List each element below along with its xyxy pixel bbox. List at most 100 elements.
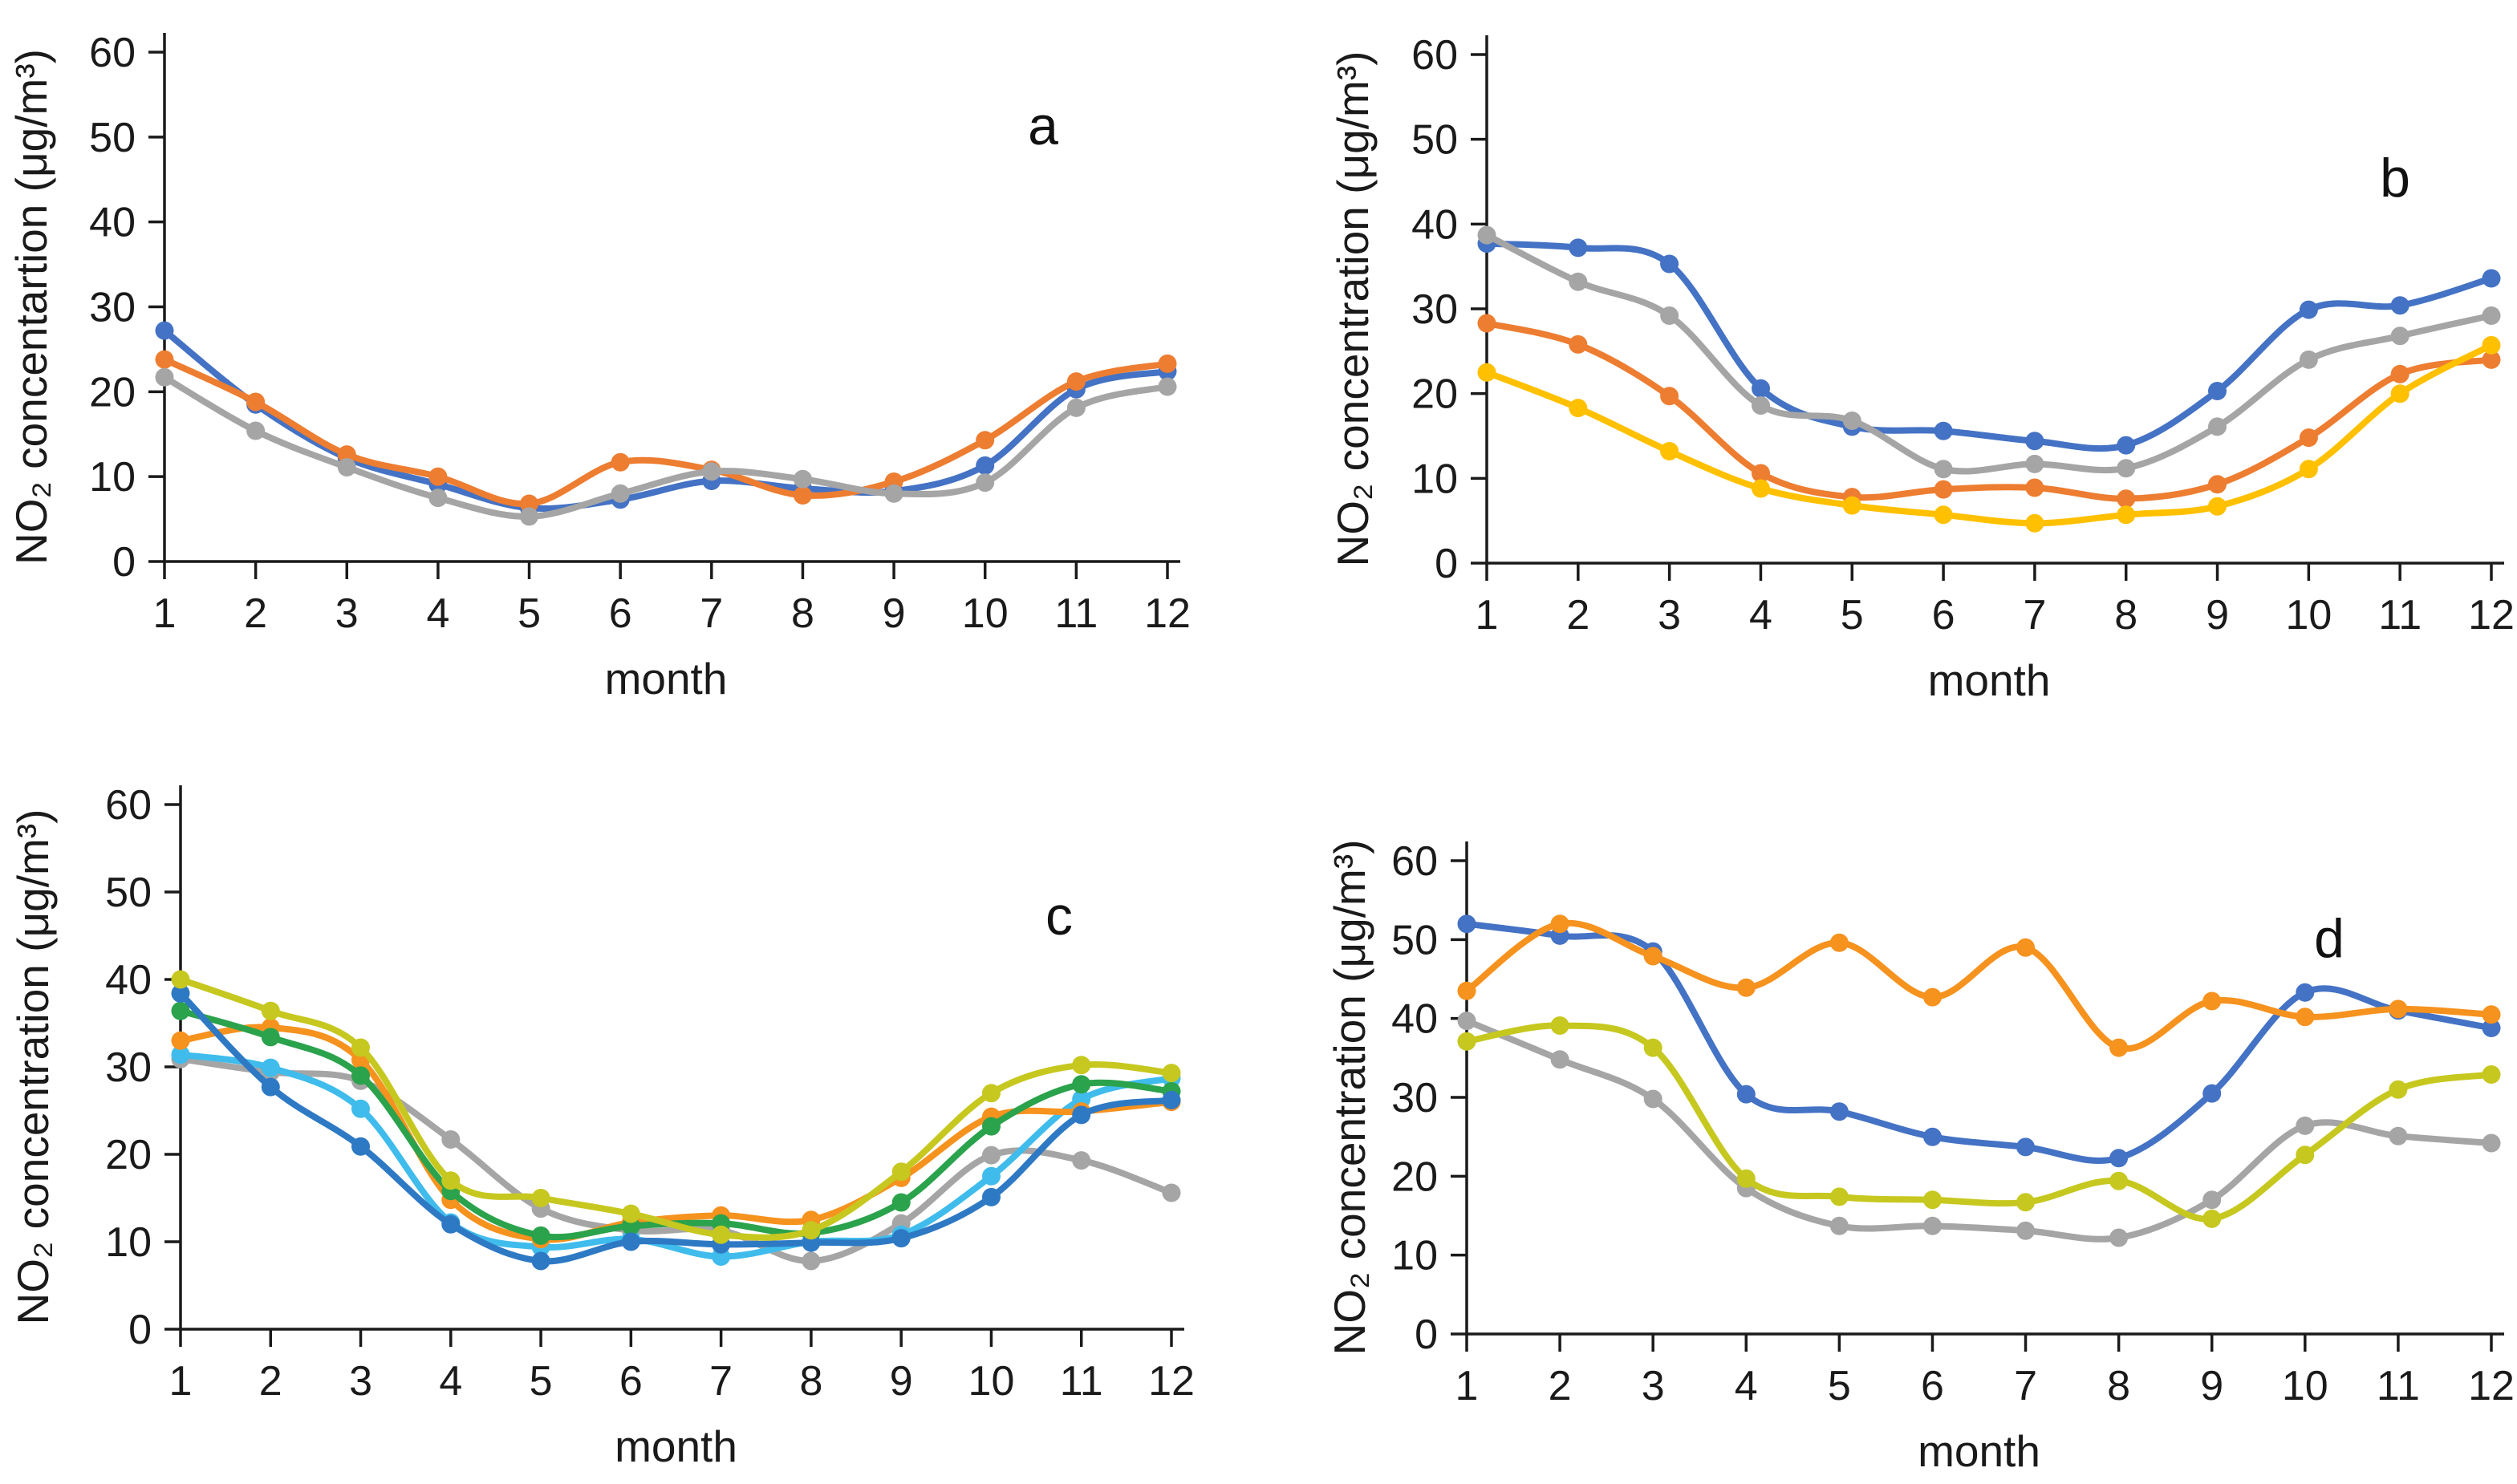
panel-d-y-tick-label: 10 [1391,1233,1438,1279]
panel-b-x-tick-label: 6 [1932,592,1955,639]
panel-d-series-orange-marker [1643,947,1662,966]
panel-b-series-gray-marker [2299,350,2318,369]
panel-a-letter: a [1028,95,1058,156]
panel-c-series-olive-marker [891,1162,911,1182]
panel-b-series-orange-marker [1752,464,1770,483]
panel-a-series-gray-marker [428,489,448,508]
panel-c-series-gray-marker [1072,1151,1091,1170]
panel-c-y-axis-label: NO₂ concentration (μg/m³) [8,809,58,1325]
panel-d-series-blue-marker [2109,1149,2129,1168]
panel-d-x-tick-label: 12 [2468,1363,2515,1409]
panel-a-series-orange-marker [246,392,266,412]
panel-d-series-olive-marker [2296,1145,2315,1165]
panel-c-series-green-marker [351,1066,370,1085]
panel-d-series-orange-marker [2016,938,2035,957]
panel-a-series-blue-line [161,327,1171,513]
panel-c-series-dark-blue-marker [982,1187,1001,1206]
panel-d-series-gray-marker [1643,1089,1662,1109]
panel-a-y-tick-label: 60 [89,30,136,76]
panel-a-series-orange-marker [1158,354,1177,373]
panel-d: 0 10 20 30 40 50 60 1 2 3 4 5 6 7 8 9 10 11 12 NO₂ concentr… [1258,742,2517,1484]
panel-d-x-tick-label: 3 [1642,1363,1665,1409]
panel-b-series-yellow-marker [2117,505,2136,525]
panel-c-series-olive-marker [351,1038,370,1057]
panel-c-x-tick-label: 6 [619,1358,643,1405]
panel-d-series-gray-marker [2016,1221,2035,1240]
panel-b-series-yellow-marker [1842,496,1861,515]
panel-b-series-yellow-marker [1569,399,1588,418]
panel-a-series-blue-marker [155,321,174,340]
panel-d-y-axis-label: NO₂ concentration (μg/m³) [1325,840,1374,1356]
panel-d-series-gray-marker [2202,1190,2222,1210]
panel-d-series-olive-marker [1923,1190,1942,1210]
panel-c-series-dark-blue-line [177,990,1175,1265]
panel-d-series-gray-marker [2296,1116,2315,1135]
panel-c-series-olive-marker [261,1001,280,1020]
panel-d-series-orange-marker [1829,933,1849,952]
panel-d-series-blue-marker [2016,1137,2035,1157]
panel-b-y-tick-label: 40 [1411,201,1458,248]
panel-a-x-tick-label: 7 [700,590,723,637]
panel-c-x-tick-label: 4 [439,1358,462,1405]
panel-b-x-tick-label: 7 [2023,592,2046,639]
panel-a-x-tick-label: 11 [1054,590,1098,637]
panel-d-series-orange-marker [1457,981,1476,1000]
panel-c-series-dark-blue-marker [261,1077,280,1097]
panel-a-x-tick-label: 5 [518,590,541,637]
panel-c-series-olive-marker [441,1171,461,1190]
panel-a-series-orange-marker [155,350,174,369]
panel-b-series-gray-marker [1477,225,1496,245]
panel-c-x-tick-label: 1 [169,1358,193,1405]
panel-a-series-gray-marker [246,421,266,440]
panel-c-series-olive-marker [1162,1064,1181,1083]
panel-a-y-tick-label: 30 [89,285,136,331]
panel-b-series-blue-marker [1934,421,1953,440]
panel-d-series-orange-marker [2296,1008,2315,1027]
panel-d-series-gray-marker [1829,1216,1849,1235]
panel-a-y-tick-label: 50 [89,115,136,161]
panel-b: 0 10 20 30 40 50 60 1 2 3 4 5 6 7 8 9 10 11 12 NO₂ concentr… [1258,0,2517,742]
panel-b-series-yellow-marker [2299,460,2318,479]
panel-c-x-tick-label: 9 [890,1358,913,1405]
panel-b-y-tick-label: 50 [1411,117,1458,164]
panel-c-series-olive-marker [531,1189,550,1207]
panel-a-series-orange-marker [1066,372,1086,391]
panel-c-series-olive-marker [712,1225,731,1244]
panel-d-x-tick-label: 9 [2200,1363,2223,1409]
panel-b-series-gray-marker [2208,417,2227,436]
panel-c-x-axis-label: month [615,1421,737,1471]
panel-d-series-olive-marker [2202,1209,2222,1228]
panel-c-series-dark-blue-marker [441,1214,461,1234]
panel-b-series-yellow-marker [2390,384,2409,403]
panel-b-y-tick-label: 0 [1435,541,1458,587]
panel-c-y-tick-label: 50 [105,870,152,916]
panel-b-x-tick-label: 10 [2285,592,2332,639]
panel-d-series-olive-marker [1643,1038,1662,1057]
panel-c-series-light-blue-marker [171,1045,190,1064]
panel-c-x-tick-label: 8 [799,1358,822,1405]
panel-a-x-tick-label: 4 [426,590,449,637]
panel-d-y-tick-label: 0 [1415,1312,1438,1358]
panel-c-series-dark-blue-marker [1072,1105,1091,1125]
panel-c-series-olive-marker [171,970,190,989]
panel-a-series-orange-marker [976,431,995,450]
panel-b-series-orange-marker [1934,480,1953,499]
panel-c-series-dark-blue-marker [621,1232,640,1251]
panel-b-x-tick-label: 8 [2114,592,2137,639]
panel-d-x-tick-label: 8 [2107,1363,2130,1409]
panel-c-x-tick-label: 7 [709,1358,733,1405]
panel-a-series-gray-marker [337,458,356,476]
panel-d-series-orange-marker [2202,991,2222,1011]
panel-d-series-blue-marker [2482,1019,2501,1037]
panel-c-x-tick-label: 12 [1148,1358,1195,1405]
panel-b-series-blue-marker [1660,254,1679,274]
panel-b-series-gray-marker [1842,412,1861,430]
panel-a-series-gray-marker [1066,398,1086,417]
panel-d-series-olive-marker [2016,1193,2035,1212]
panel-a-series-gray-marker [794,469,812,489]
panel-d-x-tick-label: 10 [2282,1363,2328,1409]
panel-a-series-gray-marker [702,462,721,481]
panel-b-x-tick-label: 11 [2378,592,2422,639]
panel-d-series-olive-marker [1736,1169,1756,1188]
